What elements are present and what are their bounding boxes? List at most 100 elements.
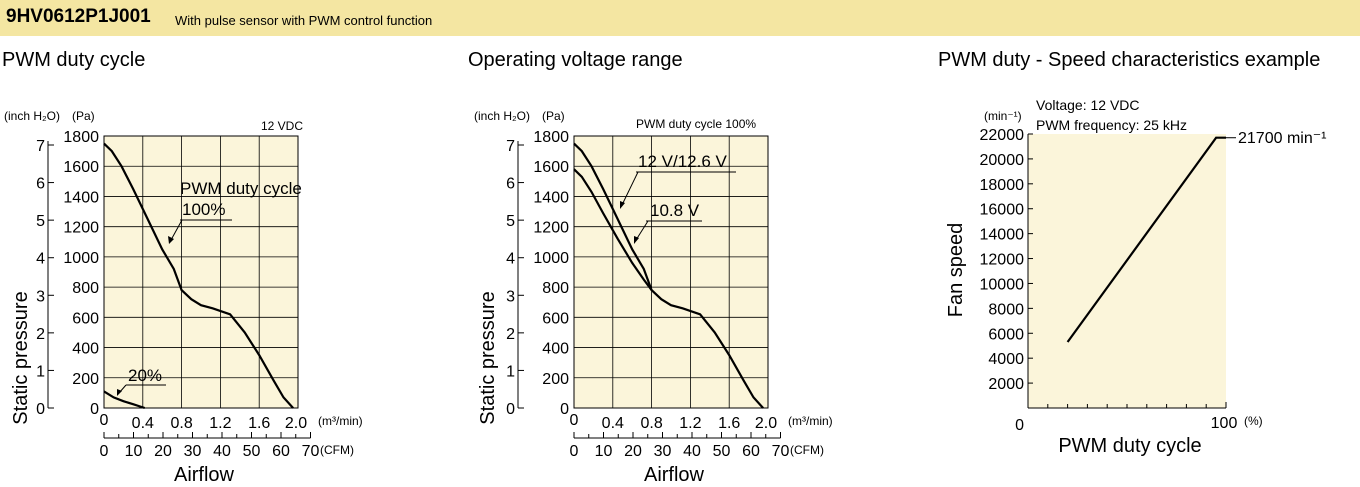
y-tick-label-pa: 1400 <box>63 189 99 206</box>
x-axis-label: PWM duty cycle <box>1058 435 1201 457</box>
annotation-20: 20% <box>128 366 162 385</box>
y-tick-label-pa: 1000 <box>63 250 99 267</box>
arrowhead-20 <box>117 389 122 396</box>
arrowhead-100 <box>168 236 174 244</box>
y-tick-label: 8000 <box>988 301 1024 318</box>
curve-speed <box>1066 136 1226 343</box>
chart2-title: Operating voltage range <box>468 49 683 71</box>
x-tick-label-cfm: 60 <box>742 443 760 460</box>
y-tick-label-pa: 1600 <box>533 159 569 176</box>
y-tick-label: 22000 <box>980 127 1025 144</box>
plot-area <box>573 135 769 409</box>
y-tick-label-pa: 1800 <box>533 129 569 146</box>
axes: 1800160014001200100080060040020000123456… <box>506 129 789 460</box>
y-tick-label-inch: 7 <box>36 138 45 155</box>
y-unit-pa: (Pa) <box>542 109 565 123</box>
leader-100-arrow <box>170 219 183 241</box>
x-tick-label-m3: 2.0 <box>755 415 777 432</box>
y-tick-label-inch: 3 <box>506 288 515 305</box>
y-tick-label-inch: 2 <box>36 326 45 343</box>
model-number: 9HV0612P1J001 <box>6 6 151 27</box>
curve-10-8v <box>573 168 653 291</box>
x-tick-label-cfm: 70 <box>302 443 320 460</box>
y-tick-label: 14000 <box>980 227 1025 244</box>
arrowhead-12v <box>620 201 625 209</box>
x-unit-m3: (m³/min) <box>788 414 833 428</box>
x-axis-label: Airflow <box>644 464 705 486</box>
x-unit-cfm: (CFM) <box>320 443 354 457</box>
x-tick-label-cfm: 20 <box>154 443 172 460</box>
x-tick-label-cfm: 40 <box>683 443 701 460</box>
condition-voltage: Voltage: 12 VDC <box>1036 97 1140 113</box>
y-tick-label-inch: 1 <box>506 363 515 380</box>
annotation-100: 100% <box>182 200 225 219</box>
condition: PWM duty cycle 100% <box>636 117 756 131</box>
y-tick-label-inch: 2 <box>506 326 515 343</box>
y-tick-label: 6000 <box>988 326 1024 343</box>
y-axis-label: Fan speed <box>945 223 967 318</box>
chart3-speed-curve: 22000 20000 18000 16000 14000 12000 10000 8000 6… <box>945 97 1327 457</box>
y-tick-label-pa: 600 <box>542 310 569 327</box>
x-tick-label-m3: 1.2 <box>679 415 701 432</box>
y-tick-label-inch: 4 <box>506 251 515 268</box>
y-tick-label-pa: 0 <box>90 401 99 418</box>
arrowhead-10-8v <box>634 236 639 244</box>
y-tick-label-inch: 5 <box>36 213 45 230</box>
y-tick-label: 10000 <box>980 276 1025 293</box>
x-unit-m3: (m³/min) <box>318 414 363 428</box>
condition-frequency: PWM frequency: 25 kHz <box>1036 117 1187 133</box>
y-tick-label-inch: 7 <box>506 138 515 155</box>
x-tick-label: 100 <box>1211 415 1238 432</box>
x-tick-label-cfm: 50 <box>243 443 261 460</box>
y-tick-label-inch: 0 <box>36 401 45 418</box>
x-unit: (%) <box>1244 414 1263 428</box>
y-axis-label: Static pressure <box>477 291 499 424</box>
x-tick-label-m3: 2.0 <box>285 415 307 432</box>
y-tick-label-pa: 1600 <box>63 159 99 176</box>
x-tick-label-cfm: 30 <box>654 443 672 460</box>
annotation-pwm-duty: PWM duty cycle <box>180 179 302 198</box>
y-tick-label: 20000 <box>980 152 1025 169</box>
x-tick-label-cfm: 0 <box>100 443 109 460</box>
header-banner: 9HV0612P1J001 With pulse sensor with PWM… <box>0 0 1360 36</box>
y-tick-label-pa: 600 <box>72 310 99 327</box>
y-tick-label-pa: 1000 <box>533 250 569 267</box>
annotation-10-8v: 10.8 V <box>650 201 700 220</box>
plot-area <box>103 135 299 409</box>
curve-duty-100 <box>103 142 294 409</box>
x-tick-label-m3: 1.2 <box>209 415 231 432</box>
x-tick-label-m3: 1.6 <box>248 415 270 432</box>
y-tick-label-pa: 200 <box>542 371 569 388</box>
y-tick-label: 12000 <box>980 252 1025 269</box>
y-tick-label: 4000 <box>988 351 1024 368</box>
x-tick-label-m3: 0.4 <box>132 415 154 432</box>
axes: 1800160014001200100080060040020000123456… <box>36 129 319 460</box>
x-tick-label-cfm: 30 <box>184 443 202 460</box>
y-unit-pa: (Pa) <box>72 109 95 123</box>
x-tick-label-zero: 0 <box>100 412 109 429</box>
y-tick-label-inch: 6 <box>36 176 45 193</box>
y-tick-label-pa: 1400 <box>533 189 569 206</box>
y-tick-label-inch: 6 <box>506 176 515 193</box>
y-unit-inch: (inch H₂O) <box>474 109 530 123</box>
leader-10-8v-arrow <box>635 220 649 241</box>
y-tick-label: 16000 <box>980 202 1025 219</box>
plot-area <box>1028 134 1226 408</box>
y-tick-label-pa: 0 <box>560 401 569 418</box>
y-tick-label-pa: 1800 <box>63 129 99 146</box>
x-tick-label-cfm: 0 <box>570 443 579 460</box>
y-tick-label-inch: 5 <box>506 213 515 230</box>
grid <box>104 136 298 408</box>
chart1-pq-curve: 1800160014001200100080060040020000123456… <box>4 109 363 486</box>
curve-12v <box>573 142 764 409</box>
y-tick-label: 18000 <box>980 177 1025 194</box>
model-description: With pulse sensor with PWM control funct… <box>175 13 433 28</box>
x-axis-label: Airflow <box>174 464 235 486</box>
x-tick-label-zero: 0 <box>570 412 579 429</box>
x-tick-label-cfm: 50 <box>713 443 731 460</box>
chart3-title: PWM duty - Speed characteristics example <box>938 49 1321 71</box>
x-unit-cfm: (CFM) <box>790 443 824 457</box>
y-tick-label-pa: 400 <box>72 341 99 358</box>
y-tick-label: 2000 <box>988 376 1024 393</box>
x-tick-label-m3: 0.4 <box>602 415 624 432</box>
